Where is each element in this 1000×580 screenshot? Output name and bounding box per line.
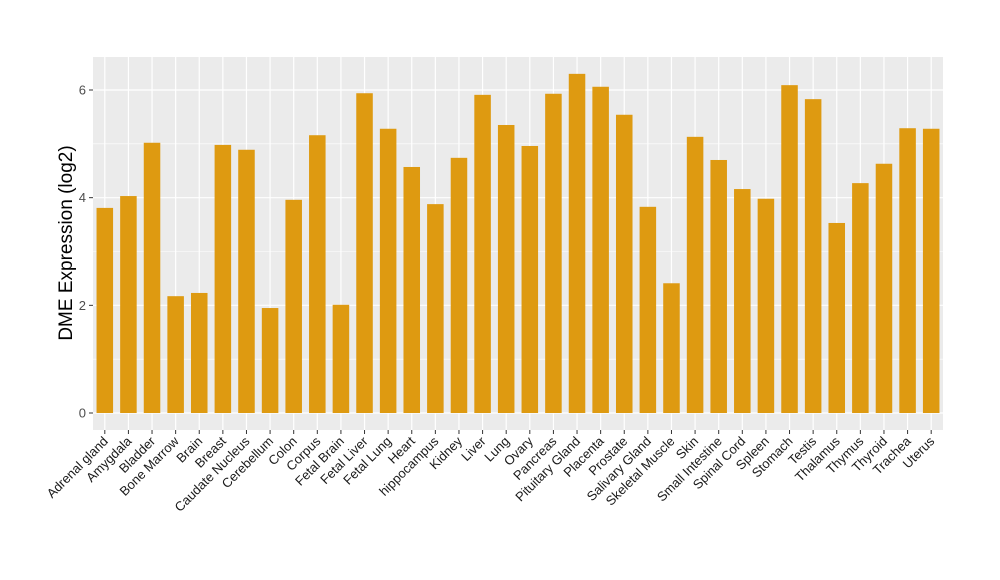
x-tick-label: Liver bbox=[458, 433, 489, 464]
bar-lung bbox=[497, 124, 515, 413]
bar-fetal-brain bbox=[332, 304, 350, 413]
bar-colon bbox=[285, 199, 302, 413]
bar-thalamus bbox=[828, 222, 846, 413]
y-tick-label: 0 bbox=[79, 406, 86, 421]
bar-spinal-cord bbox=[734, 189, 751, 413]
bar-cerebellum bbox=[261, 308, 279, 413]
bar-amygdala bbox=[120, 196, 137, 413]
y-axis-label: DME Expression (log2) bbox=[56, 145, 77, 340]
bar-thymus bbox=[852, 183, 869, 413]
bar-fetal-liver bbox=[356, 93, 373, 413]
bar-caudate-nucleus bbox=[238, 149, 255, 413]
bar-trachea bbox=[899, 128, 916, 413]
bar-salivary-gland bbox=[639, 206, 657, 413]
bar-liver bbox=[474, 94, 491, 413]
bar-bladder bbox=[143, 142, 161, 414]
bar-small-intestine bbox=[710, 159, 727, 413]
bar-thyroid bbox=[875, 163, 893, 413]
bar-skin bbox=[686, 136, 704, 413]
bar-kidney bbox=[450, 157, 468, 413]
bar-pancreas bbox=[545, 93, 562, 413]
bar-heart bbox=[403, 166, 421, 413]
y-axis: 0 2 4 6 bbox=[79, 83, 93, 421]
bar-fetal-lung bbox=[379, 128, 397, 413]
bar-hippocampus bbox=[427, 204, 444, 413]
bar-prostate bbox=[615, 114, 633, 413]
y-tick-label: 4 bbox=[79, 190, 86, 205]
y-tick-label: 2 bbox=[79, 298, 86, 313]
bar-testis bbox=[804, 99, 822, 413]
bar-spleen bbox=[757, 198, 775, 413]
bar-pituitary-gland bbox=[568, 73, 586, 413]
bar-breast bbox=[214, 144, 232, 413]
y-tick-label: 6 bbox=[79, 83, 86, 98]
bar-placenta bbox=[592, 86, 609, 414]
bars bbox=[96, 73, 940, 414]
bar-uterus bbox=[922, 128, 940, 413]
bar-corpus bbox=[309, 135, 326, 413]
bar-adrenal-gland bbox=[96, 207, 114, 413]
plot-panel bbox=[93, 57, 943, 430]
bar-skeletal-muscle bbox=[663, 283, 680, 413]
bar-bone-marrow bbox=[167, 296, 184, 413]
bar-stomach bbox=[781, 85, 798, 413]
bar-ovary bbox=[521, 145, 539, 413]
bar-brain bbox=[190, 292, 208, 413]
